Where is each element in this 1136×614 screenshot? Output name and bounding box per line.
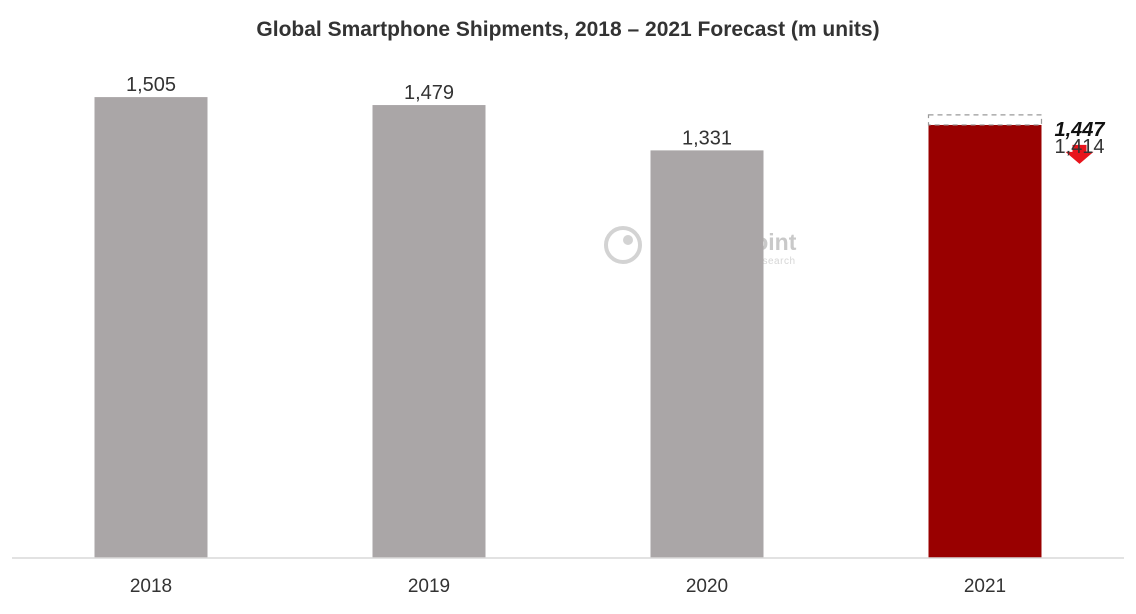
x-tick-label-2020: 2020 (686, 576, 728, 597)
x-tick-label-2021: 2021 (964, 576, 1006, 597)
bar-value-label-2019: 1,479 (404, 82, 454, 104)
bar-2019 (372, 105, 486, 559)
bar-2020 (650, 150, 764, 558)
bar-value-label-2018: 1,505 (126, 74, 176, 96)
revised-value-label: 1,414 (1054, 136, 1104, 158)
chart-title: Global Smartphone Shipments, 2018 – 2021… (256, 18, 880, 41)
x-tick-label-2018: 2018 (130, 576, 172, 597)
bar-value-label-2020: 1,331 (682, 127, 732, 149)
previous-forecast-label: 1,447 (1054, 119, 1105, 141)
previous-forecast-outline (927, 114, 1043, 126)
bar-2018 (94, 97, 208, 558)
bars-layer (94, 97, 1043, 559)
counterpoint-logo-icon (604, 226, 642, 264)
down-arrow-icon (1065, 144, 1094, 164)
x-tick-label-2019: 2019 (408, 576, 450, 597)
bar-2021 (928, 124, 1042, 559)
labels-layer: 2018 1,505 2019 1,479 2020 1,331 2021 1,4471,41… (126, 74, 1105, 597)
